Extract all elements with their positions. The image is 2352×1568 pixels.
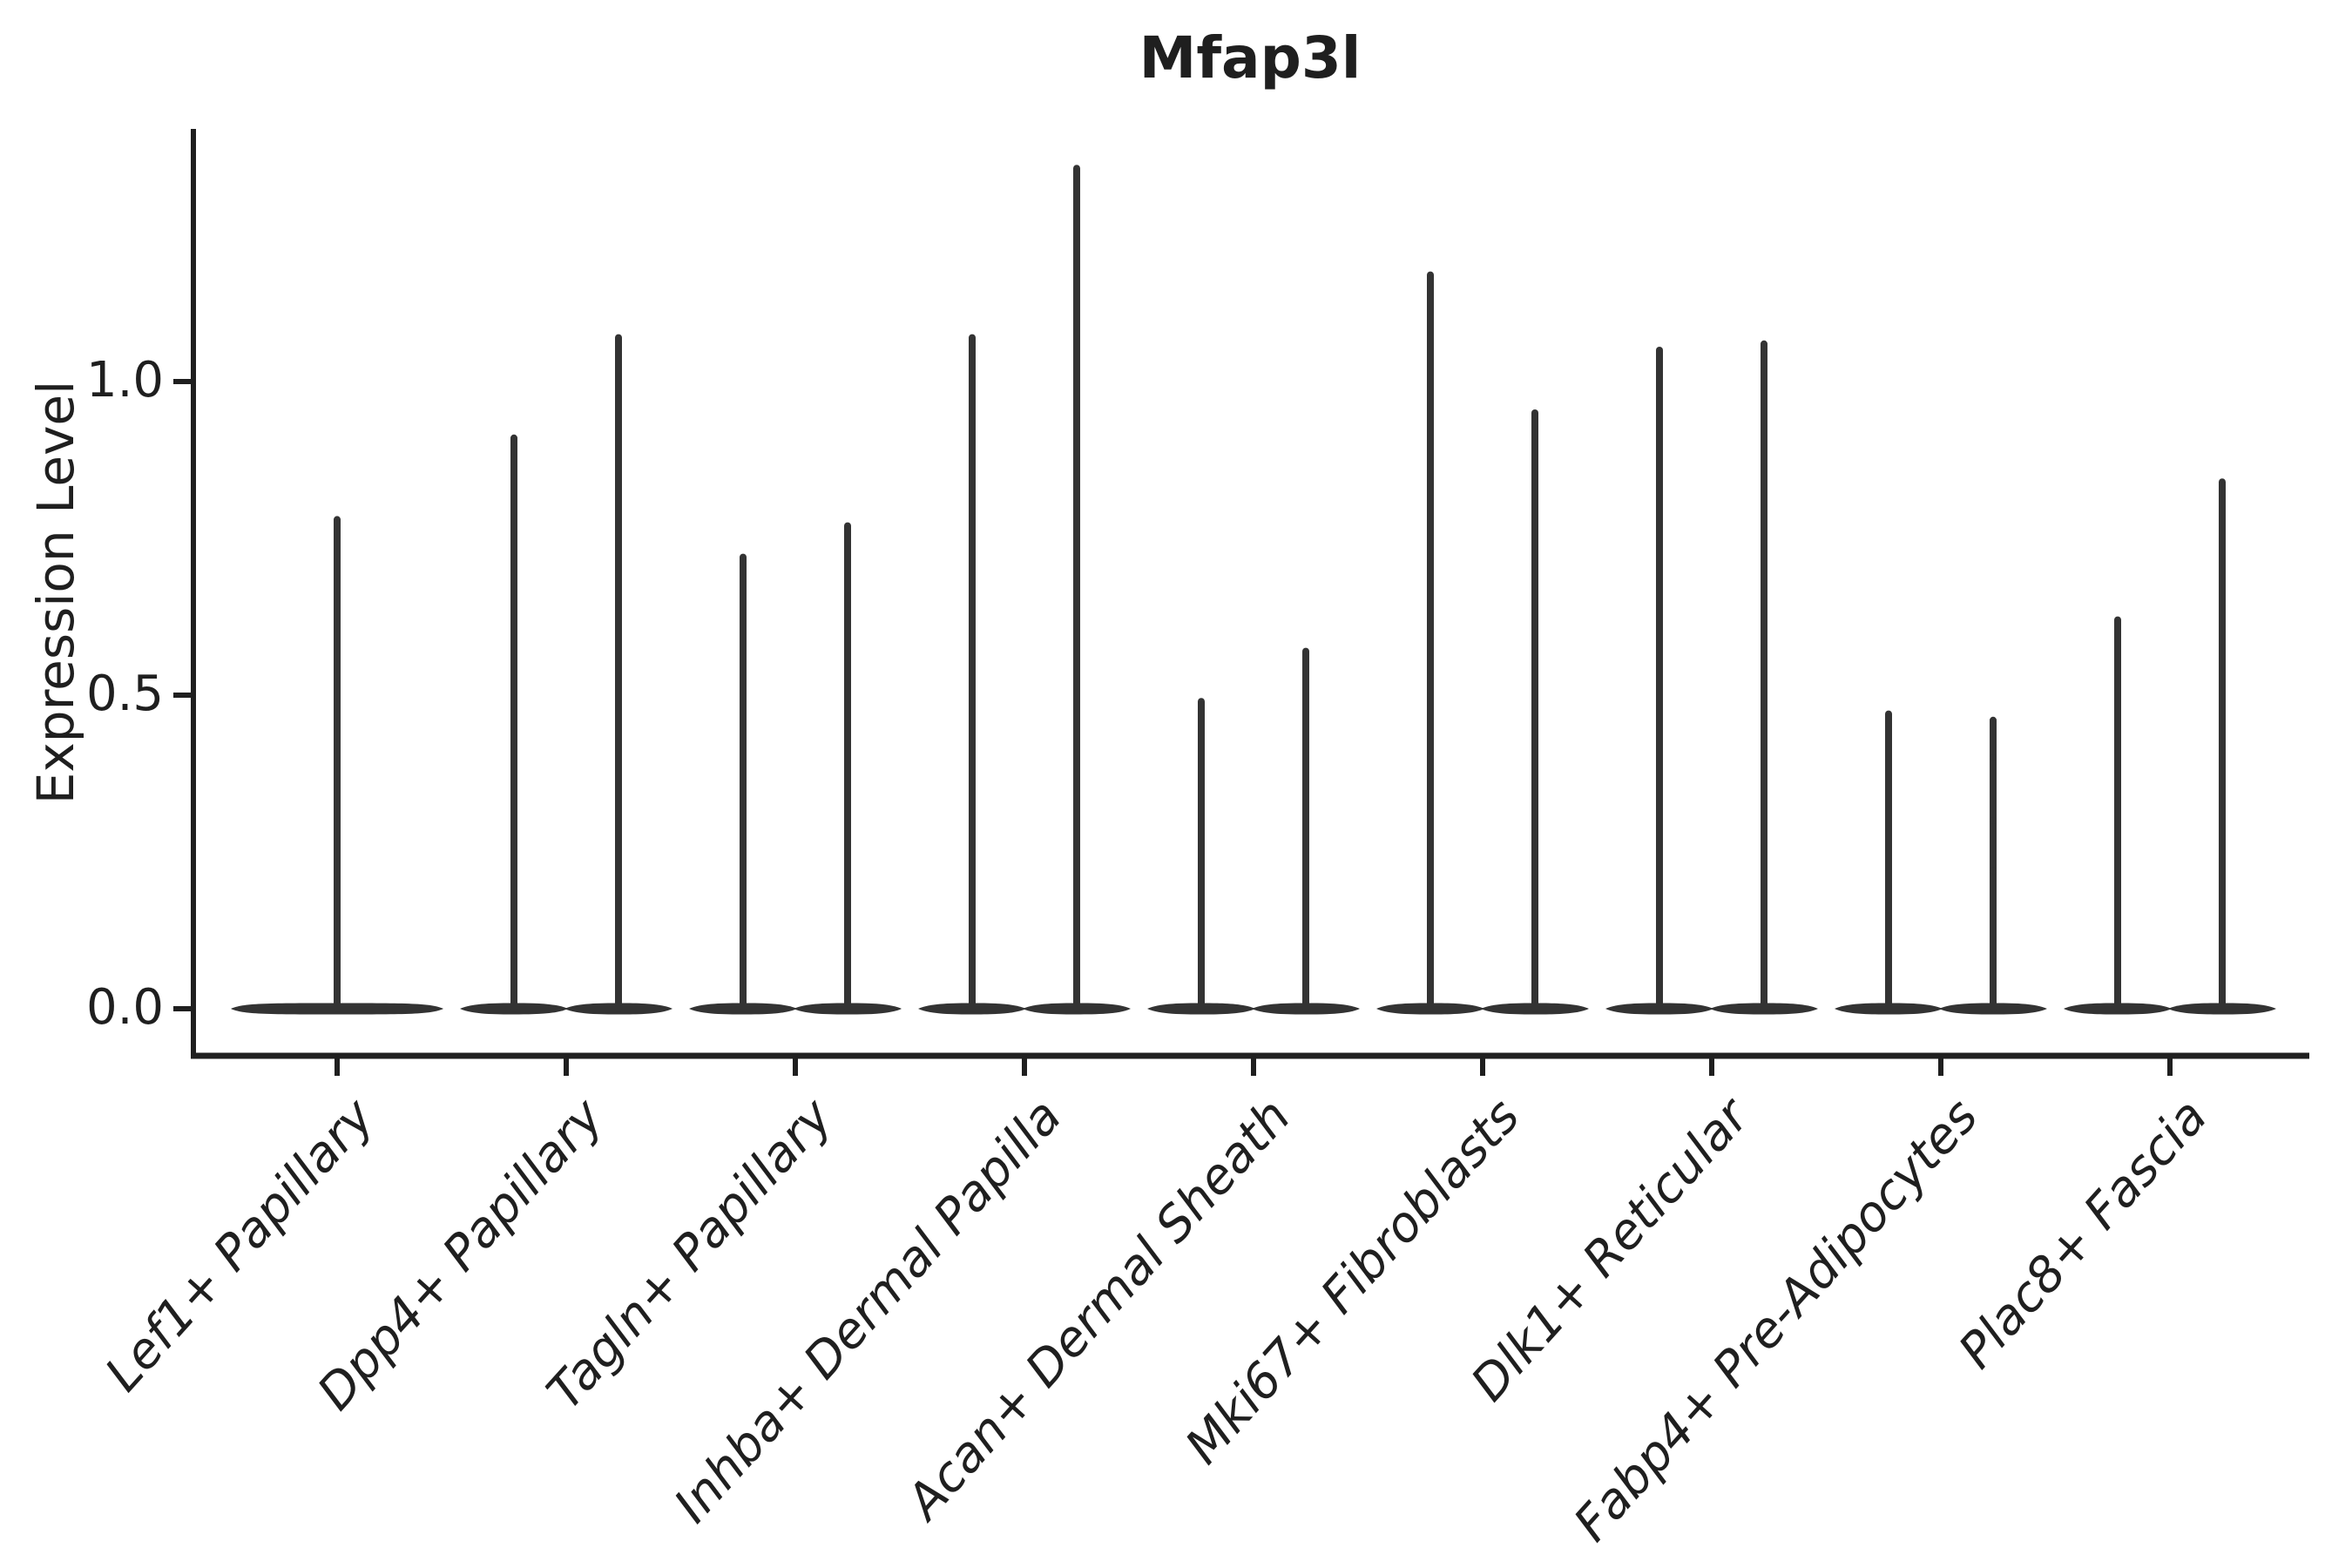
y-tick-label-0.0: 0.0 xyxy=(85,979,164,1037)
violin-point xyxy=(1990,754,1997,761)
y-tick-label-0.5: 0.5 xyxy=(85,666,164,723)
chart-title: Mfap3l xyxy=(1139,24,1362,91)
y-tick-label-1.0: 1.0 xyxy=(85,352,164,409)
violin-point xyxy=(1990,817,1997,824)
violin-point xyxy=(1990,867,1997,875)
